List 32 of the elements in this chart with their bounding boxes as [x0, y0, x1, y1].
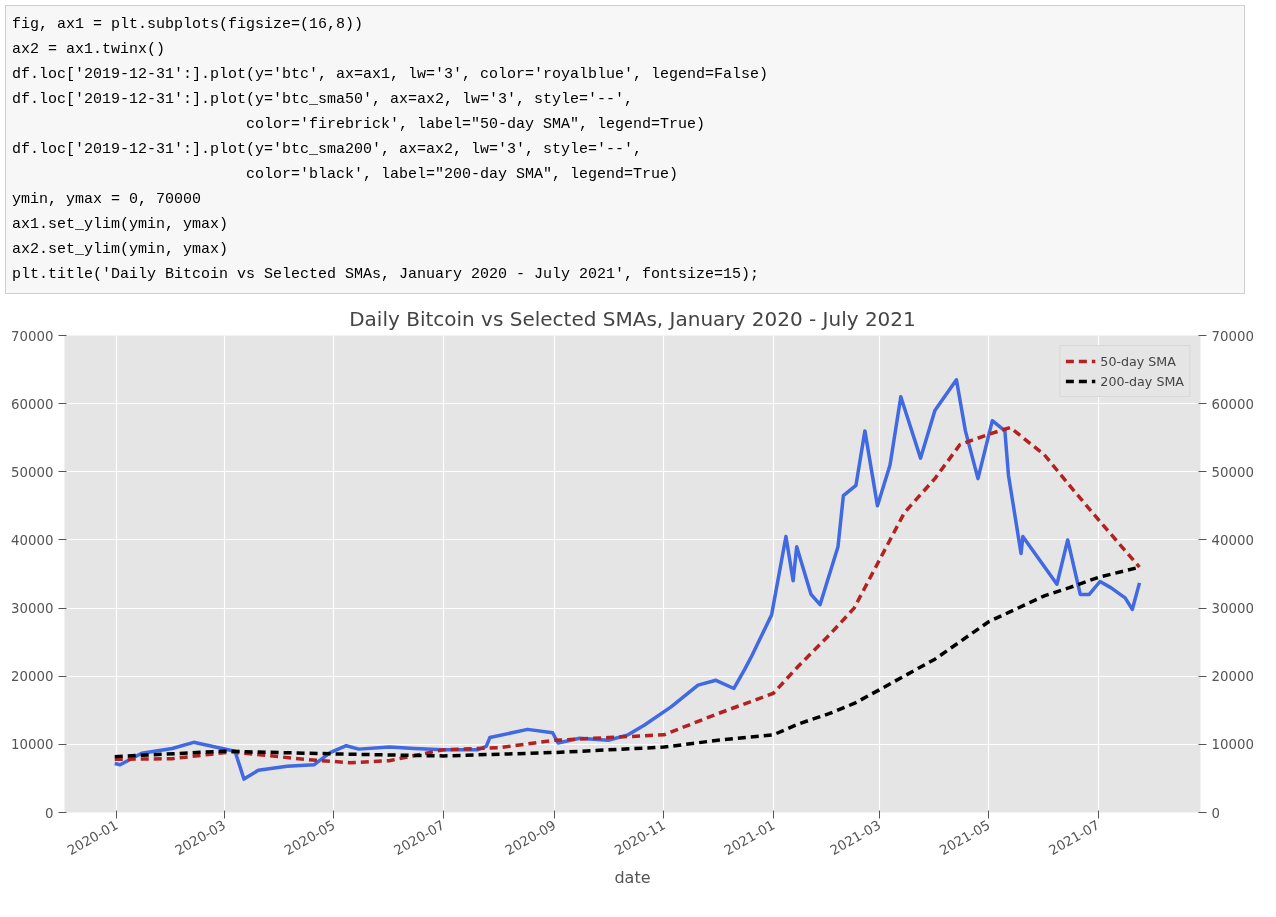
text: fig, ax1 = plt.subplots(figsize=(16,8))	[12, 16, 364, 33]
y-tick-label: 0	[45, 805, 54, 821]
text: ax2 = ax1.twinx()	[12, 41, 166, 58]
legend-label: 50-day SMA	[1100, 353, 1176, 369]
chart-title: Daily Bitcoin vs Selected SMAs, January 2020 - July 2021	[349, 306, 916, 331]
y-tick-label: 20000	[11, 669, 54, 685]
text: plt.title('Daily Bitcoin vs Selected SMAs, January 2020 - July 2021', fontsize=15);	[12, 266, 760, 283]
y-tick-label: 70000	[11, 328, 54, 344]
y2-tick-label: 60000	[1211, 396, 1254, 412]
text: ax2.set_ylim(ymin, ymax)	[12, 241, 229, 258]
y2-tick-label: 40000	[1211, 532, 1254, 548]
text: ax1.set_ylim(ymin, ymax)	[12, 216, 229, 233]
y2-tick-label: 20000	[1211, 669, 1254, 685]
x-axis-title: date	[614, 867, 651, 887]
text: color='black', label="200-day SMA", legend=True)	[246, 166, 679, 183]
y2-tick-label: 70000	[1211, 328, 1254, 344]
text: df.loc['2019-12-31':].plot(y='btc_sma50', ax=ax2, lw='3', style='--',	[12, 91, 634, 108]
y2-tick-label: 0	[1211, 805, 1220, 821]
y2-tick-label: 30000	[1211, 601, 1254, 617]
y-tick-label: 30000	[11, 601, 54, 617]
text: df.loc['2019-12-31':].plot(y='btc', ax=ax1, lw='3', color='royalblue', legend=False)	[12, 66, 769, 83]
y2-tick-label: 50000	[1211, 464, 1254, 480]
line-series	[113, 425, 1142, 765]
y-tick-label: 10000	[11, 737, 54, 753]
y2-tick-label: 10000	[1211, 737, 1254, 753]
text: color='firebrick', label="50-day SMA", legend=True)	[246, 116, 706, 133]
text: ymin, ymax = 0, 70000	[12, 191, 202, 208]
y-tick-label: 40000	[11, 532, 54, 548]
legend-label: 200-day SMA	[1100, 373, 1184, 389]
y-tick-label: 50000	[11, 464, 54, 480]
text: df.loc['2019-12-31':].plot(y='btc_sma200', ax=ax2, lw='3', style='--',	[12, 141, 643, 158]
y-tick-label: 60000	[11, 396, 54, 412]
